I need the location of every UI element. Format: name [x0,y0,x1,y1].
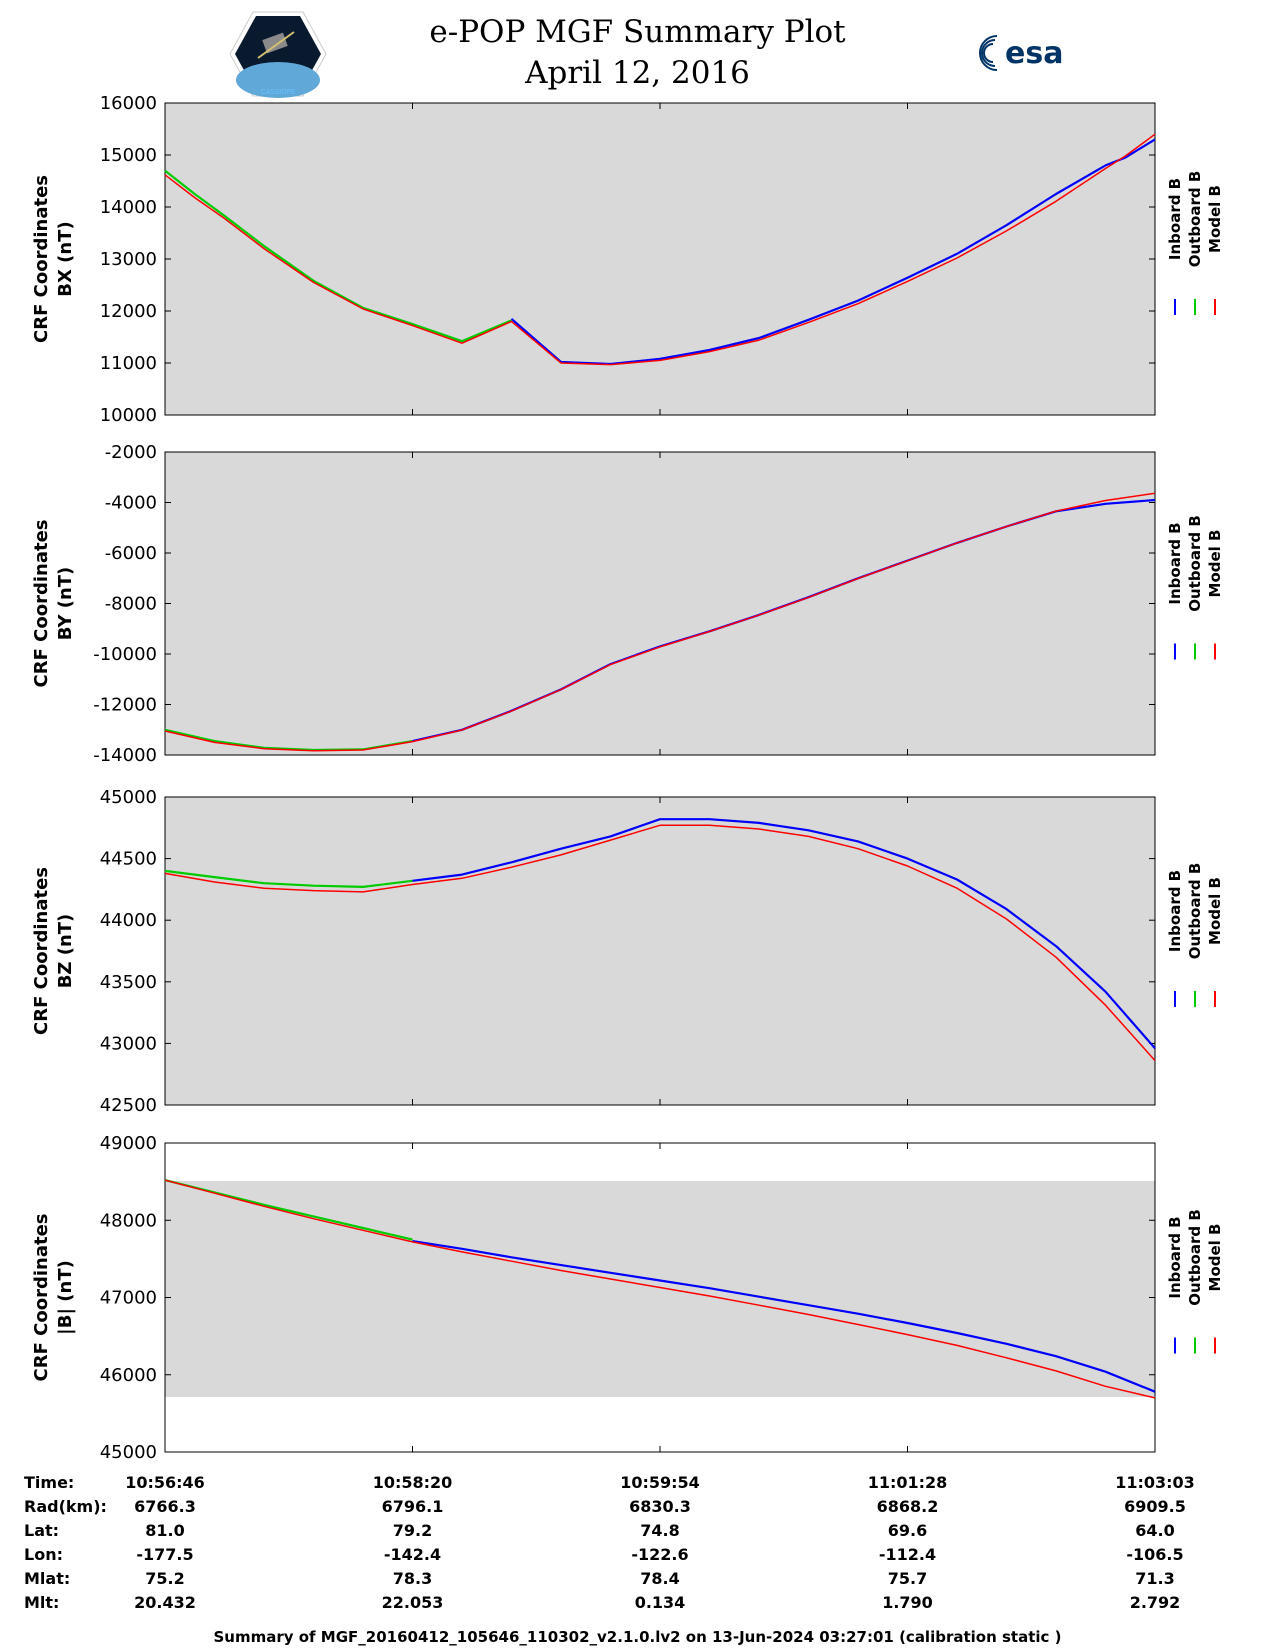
y-tick-label: 47000 [100,1288,157,1309]
y-tick-label: 48000 [100,1210,157,1231]
chart-date: April 12, 2016 [525,55,750,91]
y-tick-label: 44500 [100,849,157,870]
legend-label: Model B [1206,185,1224,253]
series-line-inboard-b [412,818,1156,1050]
y-axis-label-line2: BZ (nT) [55,914,76,989]
legend-label: Outboard B [1186,515,1204,612]
plot-background-1 [165,103,1155,415]
y-tick-label: 12000 [100,301,157,322]
y-tick-label: 13000 [100,249,157,270]
y-tick-label: -10000 [93,644,157,665]
y-tick-label: 44000 [100,910,157,931]
esa-logo-icon: esa [979,35,1063,71]
y-axis-label-line2: BY (nT) [55,567,76,641]
series-line-inboard-b [412,1240,1156,1393]
series-line-model-b [164,133,1156,366]
series-line-inboard-b [510,138,1156,366]
series-line-model-b [164,492,1156,752]
legend-label: Model B [1206,530,1224,598]
legend-label: Inboard B [1166,522,1184,604]
y-tick-label: -6000 [105,543,157,564]
legend-label: Model B [1206,877,1224,945]
y-tick-label: 42500 [100,1095,157,1116]
y-tick-label: 10000 [100,405,157,426]
y-tick-label: 43000 [100,1033,157,1054]
legend-label: Inboard B [1166,870,1184,952]
y-tick-label: -4000 [105,493,157,514]
y-axis-label-line2: BX (nT) [55,221,76,296]
y-tick-label: 46000 [100,1365,157,1386]
esa-logo-text: esa [1005,36,1063,71]
chart-title: e-POP MGF Summary Plot [429,14,846,50]
series-line-model-b [164,824,1156,1062]
y-axis-label-line1: CRF Coordinates [31,520,52,688]
legend-label: Outboard B [1186,1209,1204,1306]
y-tick-label: 45000 [100,1442,157,1463]
y-tick-label: 43500 [100,972,157,993]
y-tick-label: 15000 [100,145,157,166]
y-tick-label: 16000 [100,93,157,114]
legend-label: Outboard B [1186,863,1204,960]
y-tick-label: -2000 [105,442,157,463]
y-tick-label: 14000 [100,197,157,218]
plot-background-4 [165,1181,1155,1397]
y-tick-label: -14000 [93,745,157,766]
legend-label: Outboard B [1186,171,1204,268]
y-tick-label: 11000 [100,353,157,374]
legend-label: Inboard B [1166,1216,1184,1298]
series-line-model-b [164,1179,1156,1399]
y-tick-label: 45000 [100,787,157,808]
legend-label: Model B [1206,1224,1224,1292]
y-axis-label-line1: CRF Coordinates [31,175,52,343]
footer-summary: Summary of MGF_20160412_105646_110302_v2… [213,1628,1062,1646]
y-axis-label-line1: CRF Coordinates [31,867,52,1035]
plot-background-2 [165,452,1155,755]
y-tick-label: -12000 [93,695,157,716]
y-axis-label-line1: CRF Coordinates [31,1214,52,1382]
y-axis-label-line2: |B| (nT) [55,1260,76,1335]
y-tick-label: 49000 [100,1133,157,1154]
cassiope-logo-text: CASSIOPE [261,88,296,96]
plot-background-3 [165,797,1155,1105]
series-line-outboard-b [164,869,413,888]
legend-label: Inboard B [1166,178,1184,260]
series-line-outboard-b [164,169,512,343]
y-tick-label: -8000 [105,594,157,615]
cassiope-logo-icon: CASSIOPE [229,11,327,98]
